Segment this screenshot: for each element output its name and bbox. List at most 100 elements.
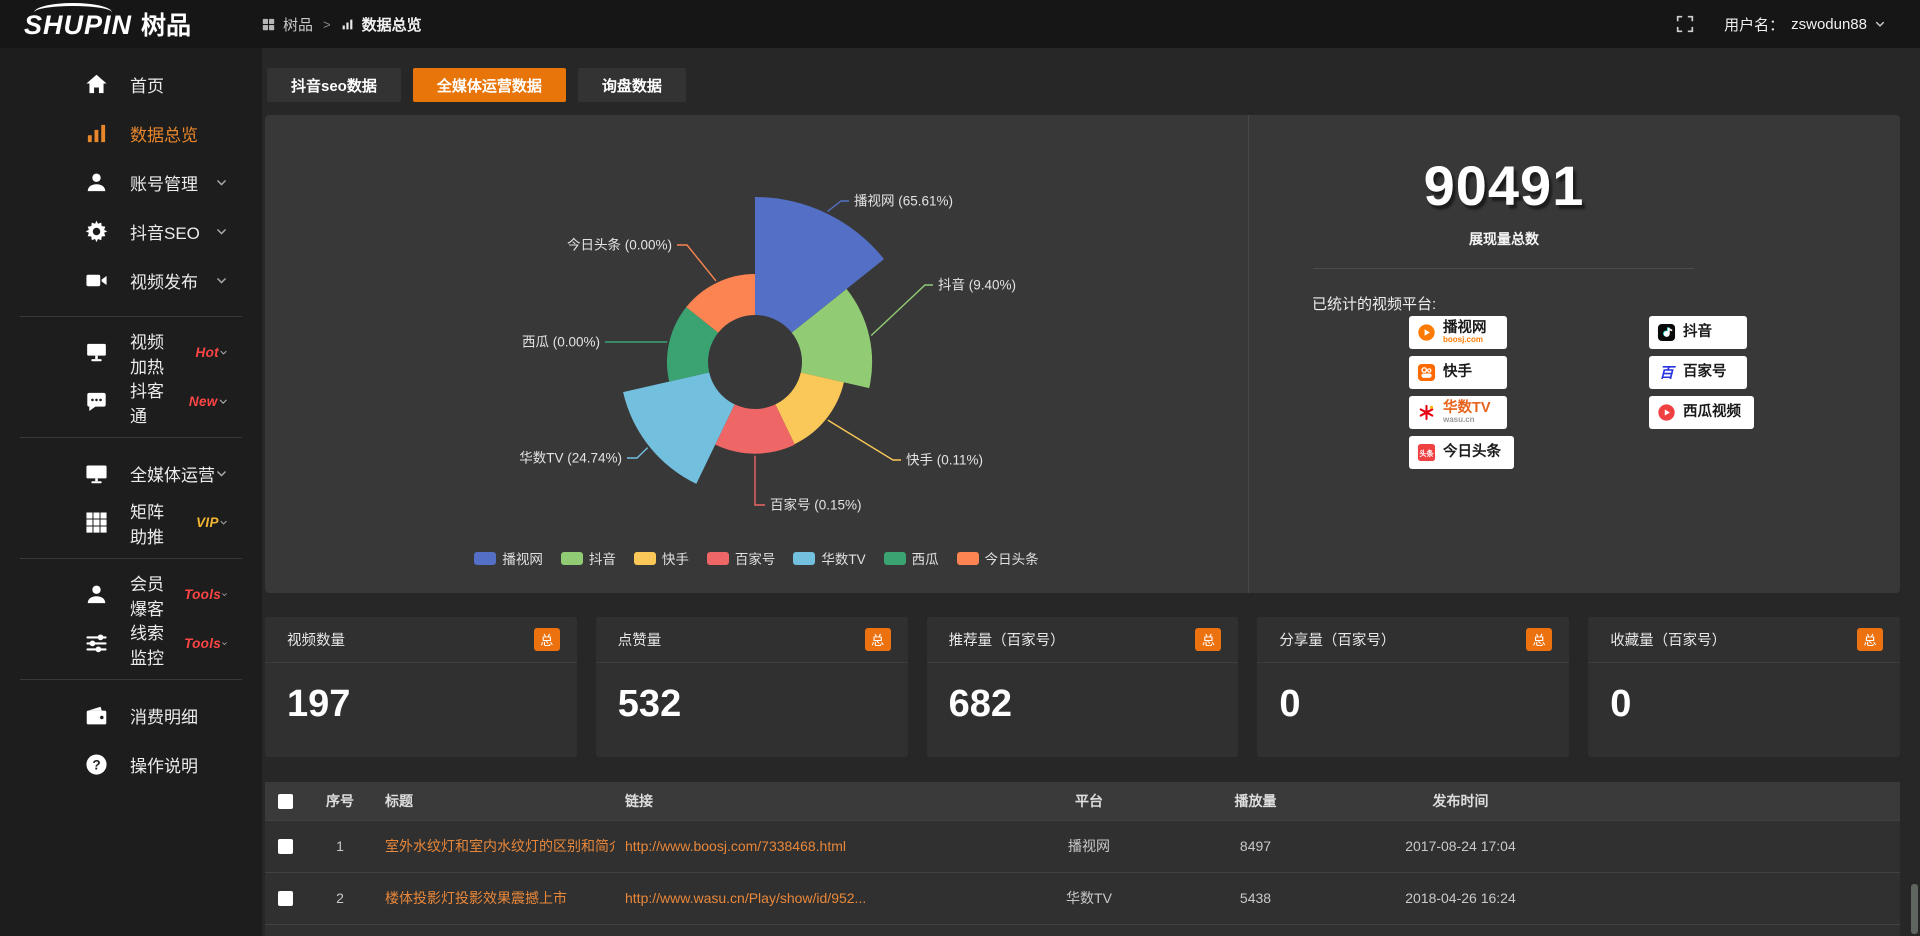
stat-card-label: 点赞量 (617, 633, 662, 649)
row-checkbox[interactable] (277, 891, 293, 907)
select-all-checkbox[interactable] (277, 794, 293, 810)
legend-label: 播视网 (502, 552, 543, 567)
legend-item-华数TV[interactable]: 华数TV (793, 548, 866, 568)
fullscreen-icon[interactable] (1676, 15, 1694, 33)
column-header-platform: 平台 (1075, 792, 1103, 809)
sidebar-item-douketong[interactable]: 抖客通 New (0, 377, 262, 426)
platform-chips-left: 播视网 boosj.com 快手 华数TV wasu.cn 头条 今日头条 (1409, 316, 1514, 469)
sidebar-badge: Tools (184, 587, 222, 602)
user-icon (85, 171, 108, 194)
xigua-logo-icon (1657, 403, 1676, 422)
sidebar-item-label: 抖音SEO (130, 224, 200, 243)
scrollbar-thumb[interactable] (1911, 884, 1918, 934)
legend-item-播视网[interactable]: 播视网 (474, 548, 543, 568)
sidebar-item-label: 矩阵助推 (130, 502, 164, 547)
total-badge[interactable]: 总 (533, 628, 560, 651)
stat-card-value: 532 (617, 683, 682, 725)
sidebar-item-label: 操作说明 (130, 757, 198, 776)
stat-card-video-count: 视频数量 总 197 (265, 617, 577, 757)
stat-card-header: 视频数量 总 (265, 617, 577, 663)
platform-chip-toutiao: 头条 今日头条 (1409, 436, 1514, 469)
heat-icon (85, 341, 108, 364)
sidebar-item-matrix-boost[interactable]: 矩阵助推 VIP (0, 498, 262, 547)
chevron-down-icon (215, 176, 228, 189)
legend-item-抖音[interactable]: 抖音 (560, 548, 616, 568)
cell-publish-time: 2017-08-24 17:04 (1405, 838, 1516, 854)
chart-legend: 播视网 抖音 快手 百家号 华数TV 西瓜 今日头条 (265, 548, 1248, 568)
legend-item-今日头条[interactable]: 今日头条 (956, 548, 1039, 568)
divider (1313, 268, 1694, 269)
cell-link[interactable]: http://www.boosj.com/7338468.html (625, 838, 847, 854)
cell-title[interactable]: 室外水纹灯和室内水纹灯的区别和简介 (385, 838, 615, 854)
legend-swatch (883, 551, 906, 565)
chevron-down-icon (1874, 18, 1886, 30)
platform-name: 华数TV (1443, 399, 1491, 416)
divider (20, 679, 242, 680)
sidebar-item-account-management[interactable]: 账号管理 (0, 158, 262, 207)
sidebar-item-douyin-seo[interactable]: 抖音SEO (0, 207, 262, 256)
header: SHUPIN 树品 树品 > 数据总览 用户名： zswodun88 (0, 0, 1920, 48)
legend-item-西瓜[interactable]: 西瓜 (883, 548, 939, 568)
stat-card-value: 197 (287, 683, 351, 725)
platform-name: 今日头条 (1443, 444, 1501, 461)
sidebar-item-member-baoke[interactable]: 会员爆客 Tools (0, 570, 262, 619)
total-badge[interactable]: 总 (1526, 628, 1553, 651)
toutiao-logo-icon: 头条 (1417, 443, 1436, 462)
tab-all-media-data[interactable]: 全媒体运营数据 (412, 68, 566, 102)
cell-platform: 华数TV (1066, 890, 1112, 906)
kuaishou-logo-icon (1417, 363, 1436, 382)
total-badge[interactable]: 总 (1856, 628, 1883, 651)
sidebar-item-label: 视频发布 (130, 273, 198, 292)
pie-label-播视网: 播视网 (65.61%) (854, 194, 953, 209)
row-checkbox[interactable] (277, 839, 293, 855)
platform-chip-boosj: 播视网 boosj.com (1409, 316, 1507, 349)
total-badge[interactable]: 总 (1195, 628, 1222, 651)
breadcrumb-current[interactable]: 数据总览 (361, 16, 422, 34)
sidebar-item-video-heating[interactable]: 视频加热 Hot (0, 328, 262, 377)
platform-name: 快手 (1443, 364, 1472, 381)
pie-slice-播视网[interactable] (755, 197, 884, 362)
sidebar-item-clue-monitor[interactable]: 线索监控 Tools (0, 619, 262, 668)
cell-link[interactable]: http://www.wasu.cn/Play/show/id/952... (625, 890, 867, 906)
sidebar-item-home[interactable]: 首页 (0, 60, 262, 109)
sidebar-item-operation-guide[interactable]: ? 操作说明 (0, 740, 262, 789)
stat-card-value: 0 (1279, 683, 1301, 725)
rose-pie-chart: 播视网 (65.61%) 抖音 (9.40%) 快手 (0.11%) 百家号 (0.1… (519, 194, 1016, 513)
legend-swatch (633, 551, 656, 565)
gear-icon (85, 220, 108, 243)
cell-plays: 8497 (1239, 838, 1272, 854)
tab-douyin-seo-data[interactable]: 抖音seo数据 (267, 68, 401, 102)
videos-table: 序号 标题 链接 平台 播放量 发布时间 1 室外水纹灯和室内水纹灯的区别和简介 http://… (265, 782, 1900, 936)
pie-donut-hole (708, 315, 802, 409)
home-icon (85, 73, 108, 96)
cell-platform: 播视网 (1068, 838, 1110, 854)
breadcrumb-root[interactable]: 树品 (283, 16, 314, 34)
platform-chip-baijiahao: 百百家号 (1649, 356, 1747, 389)
legend-label: 华数TV (821, 552, 866, 567)
legend-label: 今日头条 (984, 552, 1039, 567)
total-badge[interactable]: 总 (864, 628, 891, 651)
header-actions: 用户名： zswodun88 (1676, 14, 1920, 35)
sidebar-item-all-media-operation[interactable]: 全媒体运营 (0, 449, 262, 498)
sidebar-item-consumption-detail[interactable]: 消费明细 (0, 691, 262, 740)
platform-chips-right: 抖音百百家号 西瓜视频 (1649, 316, 1754, 429)
sidebar-item-data-overview[interactable]: 数据总览 (0, 109, 262, 158)
stat-card-header: 收藏量（百家号） 总 (1588, 617, 1900, 663)
sidebar-item-video-publish[interactable]: 视频发布 (0, 256, 262, 305)
stats-section: 90491 展现量总数 已统计的视频平台: 播视网 boosj.com 快手 华数TV… (1248, 115, 1900, 593)
legend-item-快手[interactable]: 快手 (633, 548, 689, 568)
platforms-title: 已统计的视频平台: (1312, 296, 1437, 313)
question-icon: ? (85, 753, 108, 776)
stat-card-value: 682 (948, 683, 1012, 725)
platform-chip-xigua: 西瓜视频 (1649, 396, 1754, 429)
tab-inquiry-data[interactable]: 询盘数据 (577, 68, 686, 102)
legend-item-百家号[interactable]: 百家号 (706, 548, 775, 568)
pie-label-line (627, 447, 649, 459)
cell-index: 2 (336, 890, 344, 906)
pie-label-line (827, 200, 849, 213)
user-menu[interactable]: 用户名： zswodun88 (1724, 14, 1886, 35)
overview-panel: 播视网 (65.61%) 抖音 (9.40%) 快手 (0.11%) 百家号 (0.1… (265, 115, 1900, 593)
sidebar-item-label: 账号管理 (130, 175, 198, 194)
cell-title[interactable]: 楼体投影灯投影效果震撼上市 (385, 890, 567, 906)
stat-card-share-count: 分享量（百家号） 总 0 (1257, 617, 1570, 757)
